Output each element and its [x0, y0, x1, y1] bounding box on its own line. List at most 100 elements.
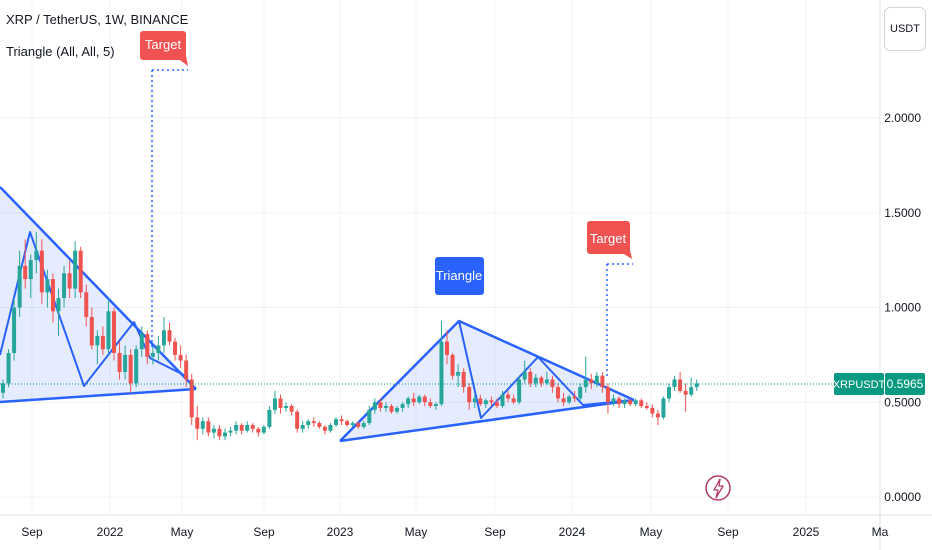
- triangle-2-lower-line: [339, 398, 635, 443]
- target-2-label-bg: [587, 221, 632, 259]
- triangle-2-zigzag: [458, 320, 635, 419]
- candle-body: [506, 394, 511, 399]
- candle-body: [478, 398, 483, 405]
- price-symbol-badge: [834, 372, 884, 395]
- candle-body: [189, 379, 194, 418]
- candle-body: [667, 387, 671, 399]
- target-1-label: Target: [145, 37, 182, 52]
- x-tick-label: Sep: [717, 525, 739, 539]
- candle-body: [644, 406, 649, 408]
- candle-body: [572, 396, 577, 399]
- candle-body: [445, 341, 449, 355]
- candle-body: [67, 273, 72, 289]
- candle-body: [639, 400, 644, 407]
- candle-body: [589, 379, 594, 384]
- lightning-icon-bolt: [713, 478, 724, 499]
- candle-body: [256, 428, 261, 433]
- candle-body: [350, 423, 355, 425]
- candle-body: [317, 423, 322, 427]
- x-tick-label: 2023: [327, 525, 354, 539]
- candle-body: [433, 404, 438, 407]
- candle-body: [173, 341, 178, 355]
- candle-body: [261, 426, 266, 433]
- candle-body: [650, 407, 655, 414]
- candle-body: [389, 406, 394, 412]
- candle-body: [1, 383, 5, 393]
- price-symbol-text: XRPUSDT: [833, 379, 886, 391]
- candle-body: [367, 409, 372, 424]
- candle-body: [683, 390, 688, 395]
- candle-body: [450, 354, 455, 376]
- x-tick-label: May: [171, 525, 194, 539]
- candle-body: [500, 394, 505, 407]
- candle-body: [567, 396, 572, 403]
- candle-body: [456, 371, 461, 376]
- candle-body: [617, 398, 622, 405]
- candle-body: [633, 400, 638, 405]
- x-tick-label: 2025: [793, 525, 820, 539]
- symbol-legend[interactable]: XRP / TetherUS, 1W, BINANCE: [6, 12, 189, 27]
- candle-body: [95, 335, 100, 346]
- lightning-icon: [705, 475, 731, 501]
- candle-body: [689, 387, 694, 395]
- candle-body: [605, 387, 610, 403]
- candle-body: [84, 292, 89, 317]
- candle-body: [278, 398, 283, 408]
- candle-body: [211, 428, 216, 433]
- candle-body: [334, 419, 338, 425]
- triangle-1-fill: [0, 187, 196, 402]
- triangle-1-lower-line: [0, 387, 197, 404]
- candle-body: [217, 428, 222, 437]
- triangle-label: Triangle: [436, 268, 482, 283]
- candle-body: [200, 421, 205, 429]
- candle-body: [73, 250, 78, 289]
- y-tick-label: 2.0000: [884, 111, 921, 125]
- candle-body: [17, 265, 22, 308]
- candle-body: [372, 402, 377, 410]
- candle-body: [694, 383, 699, 388]
- candlestick-series: [1, 231, 699, 441]
- triangle-patterns: [0, 186, 635, 443]
- candle-body: [556, 387, 560, 399]
- candle-body: [50, 279, 55, 312]
- candle-body: [395, 407, 400, 412]
- candle-body: [123, 354, 128, 372]
- indicator-legend[interactable]: Triangle (All, All, 5): [6, 44, 115, 59]
- candle-body: [655, 413, 660, 418]
- candle-body: [483, 400, 488, 405]
- candle-body: [544, 379, 549, 384]
- candle-body: [672, 379, 677, 388]
- target-1-label-bg: [140, 31, 188, 66]
- triangle-1-upper-line: [0, 186, 197, 390]
- candle-body: [661, 398, 666, 418]
- candle-body: [195, 417, 200, 429]
- candle-body: [622, 400, 627, 405]
- candle-body: [311, 421, 316, 424]
- candle-body: [489, 400, 494, 403]
- price-value-text: 0.5965: [887, 377, 924, 391]
- candle-body: [511, 398, 516, 403]
- candle-body: [128, 354, 133, 384]
- candle-body: [228, 430, 233, 433]
- candle-body: [112, 311, 116, 353]
- candle-body: [139, 334, 144, 350]
- x-tick-label: 2024: [559, 525, 586, 539]
- candle-body: [522, 371, 527, 380]
- candle-body: [117, 352, 122, 372]
- price-axis: 0.0000 0.5000 1.0000 1.5000 2.0000: [884, 111, 921, 504]
- candle-body: [267, 409, 272, 427]
- y-tick-label: 0.5000: [884, 395, 921, 409]
- x-tick-label: May: [640, 525, 663, 539]
- candle-body: [206, 421, 211, 433]
- candle-body: [234, 424, 239, 431]
- candle-body: [223, 432, 227, 437]
- currency-button[interactable]: USDT: [884, 7, 926, 51]
- candle-body: [356, 423, 361, 427]
- x-tick-label: Sep: [21, 525, 43, 539]
- candle-body: [328, 424, 333, 431]
- x-tick-label: Ma: [872, 525, 889, 539]
- candle-body: [23, 265, 28, 280]
- candle-body: [628, 400, 633, 405]
